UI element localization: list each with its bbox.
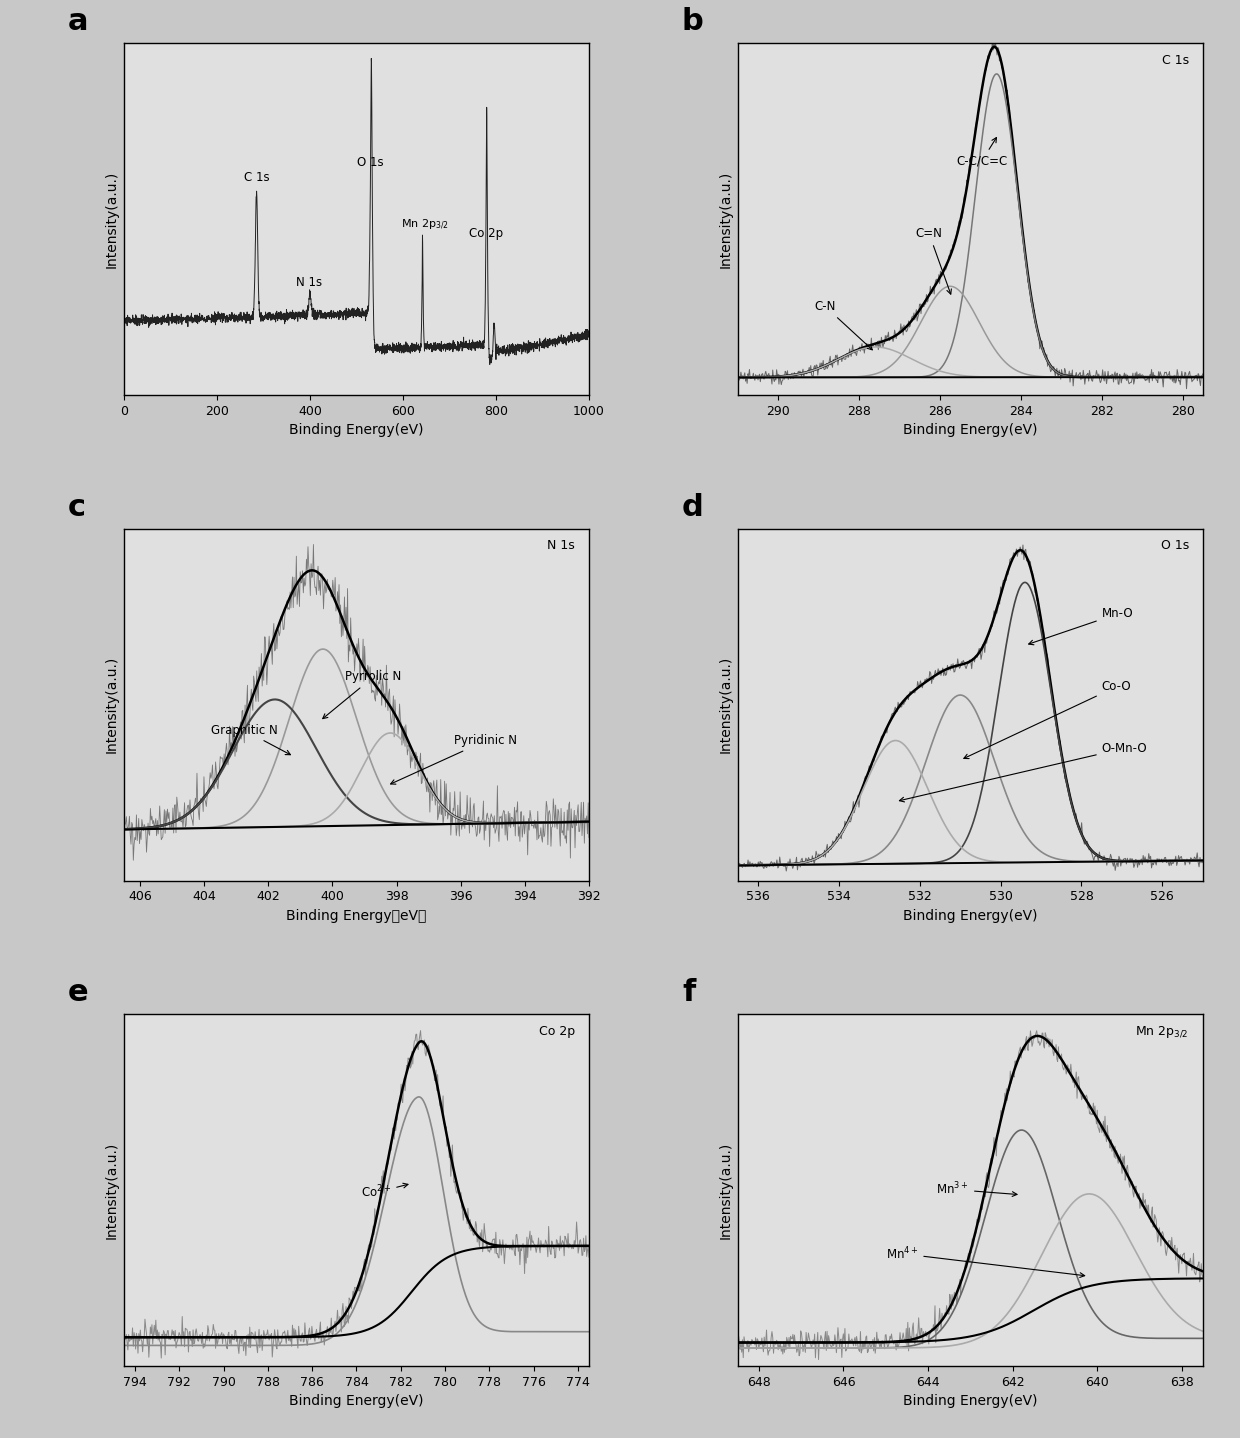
Y-axis label: Intensity(a.u.): Intensity(a.u.) [718,171,733,267]
Text: Mn 2p$_{3/2}$: Mn 2p$_{3/2}$ [402,217,449,232]
X-axis label: Binding Energy(eV): Binding Energy(eV) [289,1395,424,1408]
Text: a: a [68,7,89,36]
Y-axis label: Intensity(a.u.): Intensity(a.u.) [104,171,119,267]
Text: e: e [68,978,89,1007]
Text: b: b [682,7,704,36]
X-axis label: Binding Energy(eV): Binding Energy(eV) [289,423,424,437]
Text: O 1s: O 1s [1161,539,1189,552]
Text: Pyridinic N: Pyridinic N [391,735,517,784]
X-axis label: Binding Energy(eV): Binding Energy(eV) [903,1395,1038,1408]
Text: Co 2p: Co 2p [469,227,503,240]
Text: Mn 2p$_{3/2}$: Mn 2p$_{3/2}$ [1136,1025,1189,1040]
Text: Co-O: Co-O [963,680,1131,759]
Text: O 1s: O 1s [357,155,383,168]
Text: Mn$^{4+}$: Mn$^{4+}$ [885,1245,1085,1277]
Y-axis label: Intensity(a.u.): Intensity(a.u.) [718,656,733,754]
Text: O-Mn-O: O-Mn-O [899,742,1147,802]
Text: C 1s: C 1s [244,171,269,184]
Text: Co$^{2+}$: Co$^{2+}$ [361,1183,408,1201]
Text: C 1s: C 1s [1162,53,1189,66]
Text: C-N: C-N [815,301,872,349]
Text: C=N: C=N [915,227,951,295]
Y-axis label: Intensity(a.u.): Intensity(a.u.) [718,1142,733,1238]
Text: Mn-O: Mn-O [1029,607,1133,644]
X-axis label: Binding Energy(eV): Binding Energy(eV) [903,909,1038,923]
Text: C-C/C=C: C-C/C=C [956,138,1007,167]
Text: d: d [682,493,704,522]
Text: Graphitic N: Graphitic N [211,723,290,755]
X-axis label: Binding Energy（eV）: Binding Energy（eV） [286,909,427,923]
Text: Mn$^{3+}$: Mn$^{3+}$ [936,1181,1017,1198]
Text: Pyrrolic N: Pyrrolic N [322,670,402,719]
Text: f: f [682,978,696,1007]
Y-axis label: Intensity(a.u.): Intensity(a.u.) [104,1142,119,1238]
Y-axis label: Intensity(a.u.): Intensity(a.u.) [104,656,119,754]
Text: N 1s: N 1s [547,539,575,552]
X-axis label: Binding Energy(eV): Binding Energy(eV) [903,423,1038,437]
Text: Co 2p: Co 2p [539,1025,575,1038]
Text: c: c [68,493,87,522]
Text: N 1s: N 1s [296,276,322,289]
